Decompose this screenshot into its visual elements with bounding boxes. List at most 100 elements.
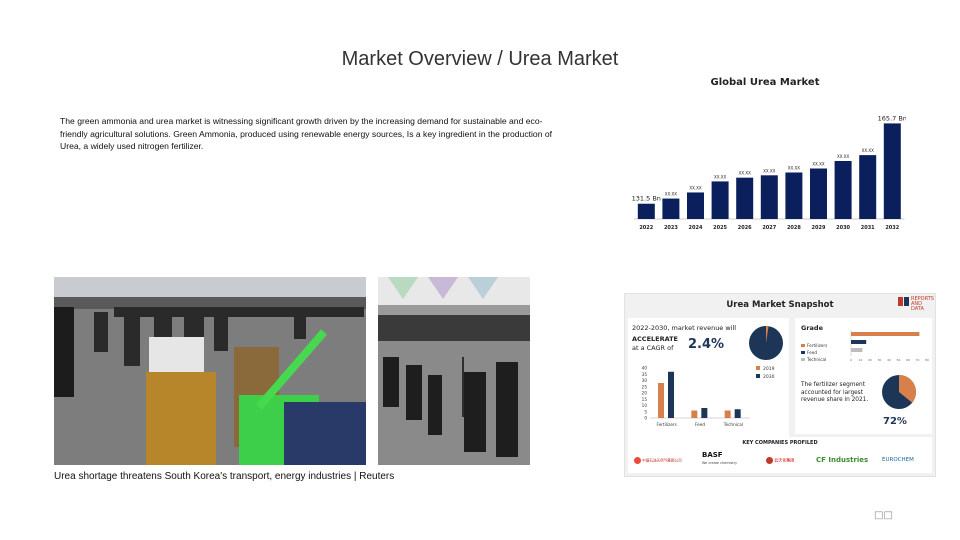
page-title: Market Overview / Urea Market bbox=[341, 48, 619, 70]
legend-label-2019: 2019 bbox=[763, 366, 775, 372]
bar-2023 bbox=[662, 198, 680, 219]
global-urea-market-chart: 131.5 Bn 2022 XX.XX 2023 XX.XX 2024 XX.XX 2025 X… bbox=[632, 114, 906, 231]
y-tick-30: 30 bbox=[642, 378, 648, 383]
x-tick-60: 60 bbox=[906, 358, 910, 362]
bar-Fertilizers bbox=[851, 332, 920, 336]
bar-Feed-2019 bbox=[691, 410, 698, 418]
data-label-2030: XX.XX bbox=[837, 154, 849, 159]
y-tick-15: 15 bbox=[642, 397, 648, 402]
data-label-2032: 165.7 Bn bbox=[878, 114, 906, 122]
bar-2030 bbox=[834, 160, 852, 219]
legend-swatch-Technical bbox=[801, 358, 805, 361]
legend-swatch-Fertilizers bbox=[801, 344, 805, 347]
legend-swatch-2019 bbox=[756, 366, 760, 370]
x-tick-80: 80 bbox=[925, 358, 929, 362]
bar-Technical-2030 bbox=[734, 409, 741, 418]
cagr-at: at a CAGR of bbox=[632, 344, 674, 352]
grade-title: Grade bbox=[801, 324, 823, 332]
data-label-2026: XX.XX bbox=[739, 171, 751, 176]
y-tick-0: 0 bbox=[644, 416, 647, 421]
brand-text: REPORTS AND DATA bbox=[911, 296, 934, 312]
company-eurochem: EUROCHEM bbox=[882, 457, 914, 463]
bar-2027 bbox=[760, 175, 778, 219]
company-cnpc: 中国石油天然气集团公司 bbox=[634, 457, 682, 464]
intro-paragraph: The green ammonia and urea market is wit… bbox=[60, 116, 553, 151]
tick-label-2022: 2022 bbox=[639, 225, 653, 231]
x-tick-20: 20 bbox=[868, 358, 872, 362]
y-tick-5: 5 bbox=[644, 409, 647, 414]
data-label-2029: XX.XX bbox=[812, 162, 824, 167]
company-basf: BASF bbox=[702, 451, 723, 459]
bar-2026 bbox=[736, 177, 754, 219]
y-tick-20: 20 bbox=[642, 391, 648, 396]
data-label-2027: XX.XX bbox=[763, 168, 775, 173]
bar-Fertilizers-2019 bbox=[658, 383, 664, 418]
tick-label-2026: 2026 bbox=[738, 225, 752, 231]
footer-mark: □□ bbox=[874, 510, 893, 521]
tick-Fertilizers: Fertilizers bbox=[657, 422, 677, 427]
legend-swatch-2030 bbox=[756, 374, 760, 378]
tick-Feed: Feed bbox=[695, 422, 705, 427]
cagr-pie bbox=[749, 326, 783, 360]
data-label-2023: XX.XX bbox=[665, 192, 677, 197]
tick-label-2025: 2025 bbox=[713, 225, 727, 231]
x-tick-40: 40 bbox=[887, 358, 891, 362]
x-tick-30: 30 bbox=[878, 358, 882, 362]
bar-Feed bbox=[851, 340, 867, 344]
y-tick-40: 40 bbox=[642, 366, 648, 371]
companies-card: KEY COMPANIES PROFILED 中国石油天然气集团公司 BASF … bbox=[628, 437, 932, 473]
bar-Technical bbox=[851, 348, 863, 352]
legend-label-2030: 2030 bbox=[763, 374, 775, 380]
cagr-accelerate: ACCELERATE bbox=[632, 335, 678, 343]
bar-2028 bbox=[785, 172, 803, 219]
tick-label-2027: 2027 bbox=[762, 225, 776, 231]
x-tick-70: 70 bbox=[916, 358, 920, 362]
tick-label-2023: 2023 bbox=[664, 225, 678, 231]
bar-2031 bbox=[859, 155, 877, 219]
x-tick-0: 0 bbox=[850, 358, 852, 362]
bar-2024 bbox=[687, 192, 704, 219]
grade-chart: Fertilizers Feed Technical 0 10 20 30 40 50 60 70 8… bbox=[801, 330, 929, 362]
tick-label-2029: 2029 bbox=[812, 225, 826, 231]
tick-label-2032: 2032 bbox=[885, 225, 899, 231]
cagr-value: 2.4% bbox=[688, 337, 725, 352]
company-yuntianhua: 云天化集团 bbox=[766, 457, 794, 464]
y-tick-10: 10 bbox=[642, 403, 648, 408]
urea-market-snapshot: Urea Market Snapshot REPORTS AND DATA 20… bbox=[624, 293, 936, 477]
tick-label-2024: 2024 bbox=[689, 225, 703, 231]
legend-label-Fertilizers: Fertilizers bbox=[807, 343, 827, 348]
data-label-2022: 131.5 Bn bbox=[632, 195, 661, 203]
data-label-2025: XX.XX bbox=[714, 174, 726, 179]
grade-pct: 72% bbox=[883, 416, 907, 427]
photo-caption: Urea shortage threatens South Korea's tr… bbox=[54, 471, 395, 482]
data-label-2031: XX.XX bbox=[862, 148, 874, 153]
legend-swatch-Feed bbox=[801, 351, 805, 354]
x-tick-50: 50 bbox=[897, 358, 901, 362]
y-tick-25: 25 bbox=[642, 384, 648, 389]
tick-label-2030: 2030 bbox=[836, 225, 850, 231]
legend-label-Feed: Feed bbox=[807, 350, 817, 355]
bar-2022 bbox=[637, 203, 655, 219]
crowd-photo-right bbox=[378, 277, 530, 465]
crowd-photo-left bbox=[54, 277, 366, 465]
bar-Fertilizers-2030 bbox=[668, 371, 674, 418]
chart-title: Global Urea Market bbox=[710, 77, 820, 88]
x-tick-10: 10 bbox=[859, 358, 863, 362]
tick-Technical: Technical bbox=[723, 422, 743, 427]
tick-label-2031: 2031 bbox=[861, 225, 875, 231]
cagr-card: 2022-2030, market revenue will ACCELERAT… bbox=[628, 318, 789, 458]
bar-Feed-2030 bbox=[701, 408, 708, 418]
bar-2025 bbox=[711, 181, 729, 219]
grade-card: Grade Fertilizers Feed Technical 0 10 20 30 40 5… bbox=[795, 318, 932, 434]
data-label-2024: XX.XX bbox=[689, 185, 701, 190]
legend-label-Technical: Technical bbox=[806, 357, 826, 362]
bar-2029 bbox=[810, 168, 827, 219]
grade-pie bbox=[882, 375, 916, 409]
basf-tagline: We create chemistry bbox=[702, 461, 737, 465]
bar-Technical-2019 bbox=[724, 410, 731, 418]
companies-title: KEY COMPANIES PROFILED bbox=[742, 440, 818, 446]
grade-note: The fertilizer segment accounted for lar… bbox=[801, 382, 869, 403]
tick-label-2028: 2028 bbox=[787, 225, 801, 231]
data-label-2028: XX.XX bbox=[788, 165, 800, 170]
